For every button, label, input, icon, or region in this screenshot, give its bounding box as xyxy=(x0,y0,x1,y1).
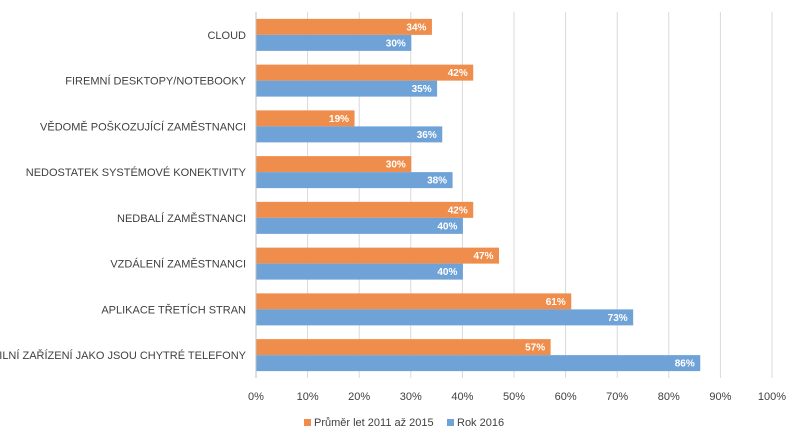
category-labels: CLOUD FIREMNÍ DESKTOPY/NOTEBOOKY VĚDOMĚ PO… xyxy=(0,30,247,362)
bars: 34%30%42%35%19%36%30%38%42%40%47%40%61%7… xyxy=(256,18,701,372)
x-tick-label: 0% xyxy=(248,391,264,403)
data-label: 38% xyxy=(427,176,447,187)
x-tick-label: 40% xyxy=(451,391,473,403)
x-tick-label: 10% xyxy=(297,391,319,403)
data-label: 42% xyxy=(448,68,468,79)
category-label: APLIKACE TŘETÍCH STRAN xyxy=(101,303,246,316)
bar-series2 xyxy=(256,355,701,372)
x-tick-label: 100% xyxy=(758,391,786,403)
data-label: 61% xyxy=(546,297,566,308)
bar-series2 xyxy=(256,80,438,97)
bar-series1 xyxy=(256,110,355,127)
bar-series1 xyxy=(256,247,500,264)
legend-label-series1: Průměr let 2011 až 2015 xyxy=(314,417,434,429)
bar-series1 xyxy=(256,293,572,310)
bar-series2 xyxy=(256,309,634,326)
x-tick-label: 50% xyxy=(503,391,525,403)
data-label: 35% xyxy=(412,84,432,95)
x-tick-label: 90% xyxy=(709,391,731,403)
x-tick-label: 20% xyxy=(348,391,370,403)
data-label: 40% xyxy=(437,221,457,232)
category-label: VZDÁLENÍ ZAMĚSTNANCI xyxy=(110,258,246,271)
legend: Průměr let 2011 až 2015 Rok 2016 xyxy=(304,417,504,429)
data-label: 19% xyxy=(329,114,349,125)
data-label: 30% xyxy=(386,160,406,171)
bar-series1 xyxy=(256,64,474,81)
data-label: 36% xyxy=(417,130,437,141)
x-tick-label: 80% xyxy=(658,391,680,403)
bar-series2 xyxy=(256,172,453,189)
category-label: FIREMNÍ DESKTOPY/NOTEBOOKY xyxy=(65,75,246,88)
data-label: 30% xyxy=(386,38,406,49)
data-label: 47% xyxy=(474,251,494,262)
bar-series1 xyxy=(256,18,432,35)
data-label: 34% xyxy=(406,22,426,33)
bar-series1 xyxy=(256,201,474,218)
data-label: 73% xyxy=(608,313,628,324)
legend-label-series2: Rok 2016 xyxy=(457,417,504,429)
bar-series2 xyxy=(256,217,463,234)
category-label: NEDOSTATEK SYSTÉMOVÉ KONEKTIVITY xyxy=(26,166,247,179)
bar-series1 xyxy=(256,156,412,173)
data-label: 57% xyxy=(525,343,545,354)
legend-swatch-series2 xyxy=(447,419,454,426)
category-label: VĚDOMĚ POŠKOZUJÍCÍ ZAMĚSTNANCI xyxy=(40,120,246,133)
category-label: CLOUD xyxy=(207,30,246,42)
bar-series1 xyxy=(256,339,551,356)
bar-series2 xyxy=(256,126,443,143)
data-label: 40% xyxy=(437,267,457,278)
legend-swatch-series1 xyxy=(304,419,311,426)
x-tick-label: 70% xyxy=(606,391,628,403)
data-label: 86% xyxy=(675,359,695,370)
x-tick-label: 60% xyxy=(555,391,577,403)
data-label: 42% xyxy=(448,205,468,216)
category-label: NEDBALÍ ZAMĚSTNANCI xyxy=(117,212,246,225)
category-label: MOBILNÍ ZAŘÍZENÍ JAKO JSOU CHYTRÉ TELEFO… xyxy=(0,349,247,362)
bar-series2 xyxy=(256,34,412,51)
bar-series2 xyxy=(256,263,463,280)
x-axis-ticks: 0% 10% 20% 30% 40% 50% 60% 70% 80% 90% 100% xyxy=(248,391,786,403)
x-tick-label: 30% xyxy=(400,391,422,403)
